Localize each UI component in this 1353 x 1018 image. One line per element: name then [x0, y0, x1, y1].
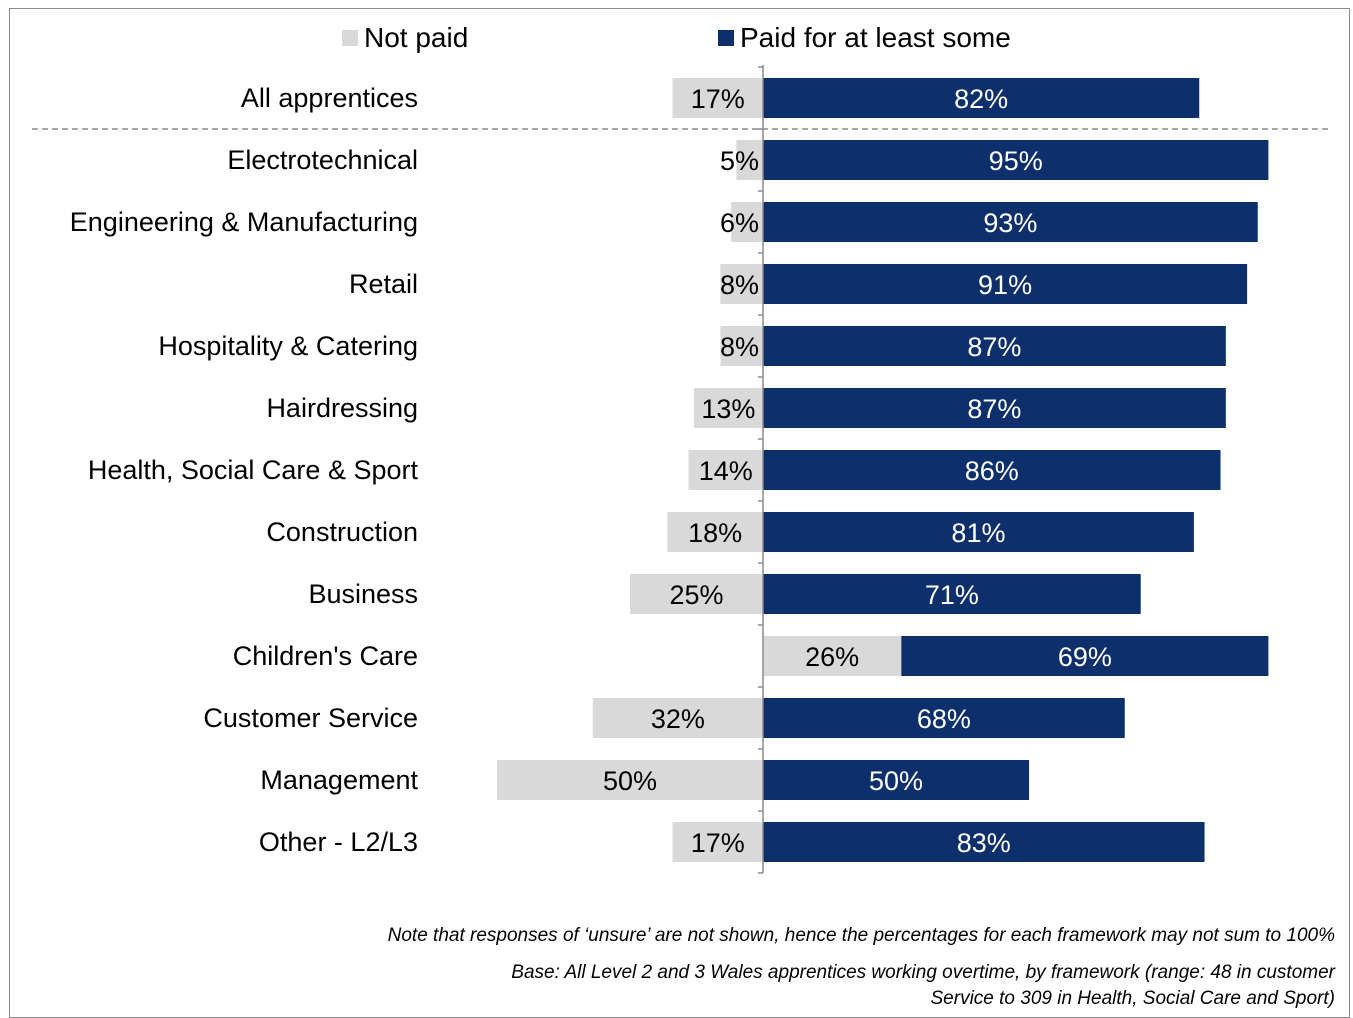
category-label: Children's Care: [233, 641, 418, 671]
bar-paid: [763, 140, 1269, 180]
bar-not-paid: [672, 822, 763, 862]
data-label-paid: 68%: [917, 704, 971, 734]
data-label-not-paid: 8%: [720, 270, 759, 300]
data-label-paid: 93%: [983, 208, 1037, 238]
data-label-not-paid: 32%: [651, 704, 705, 734]
bar-not-paid: [667, 512, 763, 552]
category-label: Business: [308, 579, 418, 609]
bar-not-paid: [736, 140, 763, 180]
note-base-line1: Base: All Level 2 and 3 Wales apprentice…: [511, 962, 1335, 983]
category-label: Management: [260, 765, 418, 795]
bar-not-paid: [672, 78, 763, 118]
legend: Not paid Paid for at least some: [0, 22, 1353, 62]
data-label-paid: 87%: [967, 332, 1021, 362]
bar-not-paid: [688, 450, 763, 490]
bar-not-paid: [763, 636, 902, 676]
data-label-not-paid: 17%: [691, 828, 745, 858]
data-label-not-paid: 6%: [720, 208, 759, 238]
data-label-paid: 91%: [978, 270, 1032, 300]
bar-not-paid: [693, 388, 763, 428]
bar-paid: [763, 388, 1226, 428]
data-label-paid: 50%: [869, 766, 923, 796]
bar-not-paid: [497, 760, 763, 800]
data-label-not-paid: 13%: [701, 394, 755, 424]
category-label: Health, Social Care & Sport: [88, 455, 419, 485]
bar-paid: [763, 78, 1200, 118]
bar-paid: [763, 512, 1194, 552]
category-label: Retail: [349, 269, 418, 299]
bar-not-paid: [630, 574, 763, 614]
bar-paid: [763, 760, 1029, 800]
data-label-paid: 87%: [967, 394, 1021, 424]
data-label-not-paid: 18%: [688, 518, 742, 548]
data-label-not-paid: 5%: [720, 146, 759, 176]
category-label: Hospitality & Catering: [158, 331, 418, 361]
note-base-line2: Service to 309 in Health, Social Care an…: [930, 988, 1336, 1009]
legend-item-paid: Paid for at least some: [718, 22, 1011, 54]
data-label-paid: 95%: [989, 146, 1043, 176]
note-unsure: Note that responses of ‘unsure’ are not …: [387, 925, 1335, 946]
data-label-paid: 86%: [965, 456, 1019, 486]
bar-paid: [763, 264, 1248, 304]
data-label-paid: 83%: [957, 828, 1011, 858]
category-label: Hairdressing: [266, 393, 418, 423]
bar-paid: [763, 450, 1221, 490]
category-label: Construction: [266, 517, 418, 547]
data-label-not-paid: 25%: [669, 580, 723, 610]
category-label: Electrotechnical: [227, 145, 418, 175]
bar-paid: [901, 636, 1269, 676]
data-label-not-paid: 26%: [805, 642, 859, 672]
bar-paid: [763, 574, 1141, 614]
data-label-not-paid: 8%: [720, 332, 759, 362]
legend-swatch-not-paid: [342, 30, 358, 46]
legend-swatch-paid: [718, 30, 734, 46]
category-label: Engineering & Manufacturing: [70, 207, 418, 237]
bar-not-paid: [720, 264, 763, 304]
legend-label-paid: Paid for at least some: [740, 22, 1011, 53]
bar-paid: [763, 822, 1205, 862]
bar-paid: [763, 698, 1125, 738]
data-label-not-paid: 50%: [603, 766, 657, 796]
category-label: Customer Service: [203, 703, 418, 733]
data-label-paid: 81%: [951, 518, 1005, 548]
data-label-paid: 71%: [925, 580, 979, 610]
category-label: All apprentices: [241, 83, 418, 113]
bar-paid: [763, 202, 1258, 242]
category-label: Other - L2/L3: [259, 827, 418, 857]
data-label-not-paid: 14%: [699, 456, 753, 486]
data-label-paid: 69%: [1058, 642, 1112, 672]
bar-not-paid: [720, 326, 763, 366]
legend-item-not-paid: Not paid: [342, 22, 468, 54]
legend-label-not-paid: Not paid: [364, 22, 469, 53]
bar-not-paid: [592, 698, 763, 738]
data-label-paid: 82%: [954, 84, 1008, 114]
bar-not-paid: [731, 202, 763, 242]
bar-paid: [763, 326, 1226, 366]
data-label-not-paid: 17%: [691, 84, 745, 114]
